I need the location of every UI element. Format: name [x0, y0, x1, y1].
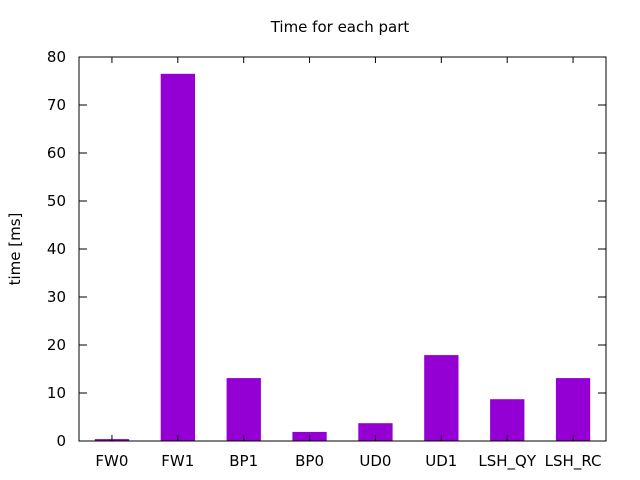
y-axis-label: time [ms]	[6, 213, 24, 286]
y-tick-label: 40	[47, 240, 66, 258]
bar-lsh-rc	[555, 378, 591, 441]
y-tick-label: 10	[47, 384, 66, 402]
y-tick-label: 80	[47, 48, 66, 66]
y-tick-label: 50	[47, 192, 66, 210]
y-tick-label: 70	[47, 96, 66, 114]
y-tick-label: 20	[47, 336, 66, 354]
bars-group	[94, 73, 591, 442]
x-tick-label: FW1	[161, 452, 194, 470]
y-tick-label: 30	[47, 288, 66, 306]
x-tick-label: BP0	[295, 452, 324, 470]
x-tick-label: LSH_QY	[478, 452, 536, 471]
y-tick-label: 0	[56, 432, 66, 450]
x-tick-label: UD0	[359, 452, 391, 470]
bar-ud0	[358, 423, 393, 441]
plot-frame	[78, 56, 607, 442]
bar-bp1	[226, 378, 261, 441]
x-tick-label: LSH_RC	[545, 452, 602, 471]
x-tick-label: BP1	[229, 452, 258, 470]
x-tick-label: UD1	[425, 452, 457, 470]
bar-lsh-qy	[490, 399, 525, 441]
bar-fw1	[160, 73, 195, 442]
y-tick-label: 60	[47, 144, 66, 162]
chart-title: Time for each part	[270, 18, 410, 36]
bar-ud1	[424, 355, 459, 441]
x-tick-label: FW0	[95, 452, 128, 470]
x-ticks-group: FW0 FW1 BP1 BP0 UD0 UD1 LSH_QY LSH_RC	[95, 57, 601, 471]
y-ticks-group: 0 10 20 30 40 50 60 70 80	[47, 48, 606, 450]
